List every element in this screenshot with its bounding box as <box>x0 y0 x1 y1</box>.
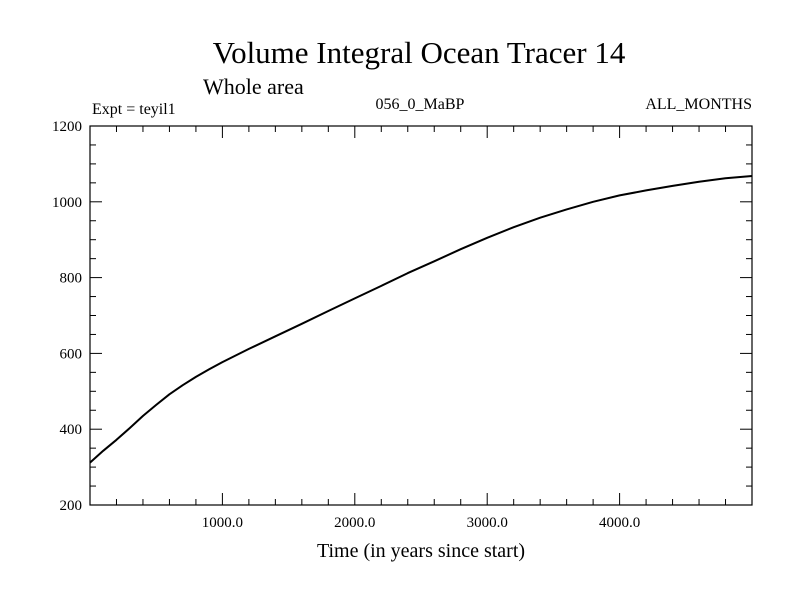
x-tick-label: 3000.0 <box>467 515 508 531</box>
y-tick-label: 1200 <box>52 119 82 135</box>
series-group <box>89 175 753 464</box>
y-tick-label: 1000 <box>52 195 82 211</box>
y-tick-label: 600 <box>60 346 83 362</box>
series-line <box>89 175 753 464</box>
x-tick-label: 4000.0 <box>599 515 640 531</box>
chart-title: Volume Integral Ocean Tracer 14 <box>213 35 626 70</box>
x-axis-label: Time (in years since start) <box>317 540 525 562</box>
y-tick-label: 200 <box>60 498 83 514</box>
axis-ticks <box>90 126 752 505</box>
months-label: ALL_MONTHS <box>645 96 752 113</box>
experiment-label: Expt = teyil1 <box>92 101 176 118</box>
x-tick-label: 1000.0 <box>202 515 243 531</box>
axis-tick-labels: 1000.0 2000.0 3000.0 4000.0 200 400 600 800 1000… <box>52 119 640 531</box>
x-tick-label: 2000.0 <box>334 515 375 531</box>
plot-frame <box>89 125 753 506</box>
period-label: 056_0_MaBP <box>376 96 465 113</box>
chart-subtitle: Whole area <box>203 74 304 99</box>
y-tick-label: 800 <box>60 271 83 287</box>
y-tick-label: 400 <box>60 422 83 438</box>
